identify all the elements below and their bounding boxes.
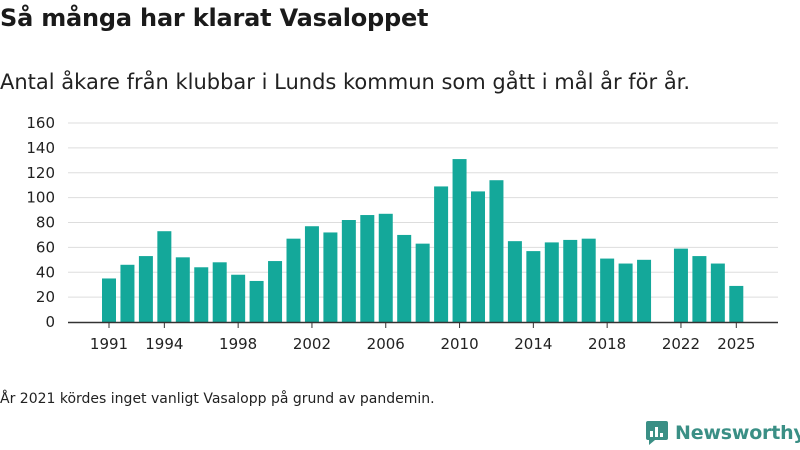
x-tick-label: 1991	[90, 335, 128, 353]
bar-2018	[600, 258, 615, 322]
bar-2014	[526, 251, 541, 322]
bar-1998	[231, 274, 246, 322]
x-tick-label: 2018	[588, 335, 626, 353]
newsworthy-icon	[646, 421, 668, 445]
bar-2009	[434, 186, 449, 322]
bar-2007	[397, 234, 412, 322]
bar-2022	[673, 248, 688, 322]
bar-1996	[194, 267, 209, 322]
bar-2016	[563, 239, 578, 322]
bar-2000	[268, 261, 283, 322]
bar-2013	[507, 241, 522, 322]
bar-2019	[618, 263, 633, 322]
brand-name: Newsworthy	[675, 422, 800, 444]
chart-subtitle: Antal åkare från klubbar i Lunds kommun …	[0, 70, 691, 94]
bar-2004	[341, 220, 356, 322]
bar-2015	[544, 242, 559, 322]
x-axis-labels: 1991 1994 1998 2002 2006 2010 2014 2018 2022 2025	[90, 322, 755, 353]
bar-2024	[710, 263, 725, 322]
chart-title: Så många har klarat Vasaloppet	[0, 4, 429, 32]
bar-1999	[249, 280, 264, 322]
y-tick-label: 160	[26, 114, 55, 132]
y-tick-label: 20	[36, 288, 55, 306]
x-tick-label: 1994	[145, 335, 183, 353]
bars	[102, 159, 744, 322]
footnote: År 2021 kördes inget vanligt Vasalopp på…	[0, 391, 435, 407]
y-tick-label: 80	[36, 214, 55, 232]
y-axis-labels: 0 20 40 60 80 100 120 140 160	[26, 114, 55, 331]
bar-2020	[637, 259, 652, 322]
bar-1994	[157, 231, 172, 322]
bar-2011	[471, 191, 485, 322]
bar-2006	[378, 213, 393, 322]
bar-2023	[692, 256, 707, 322]
x-tick-label: 2002	[293, 335, 331, 353]
x-tick-label: 1998	[219, 335, 257, 353]
bar-1997	[212, 262, 227, 322]
bar-1993	[138, 256, 153, 322]
y-tick-label: 140	[26, 139, 55, 157]
x-tick-label: 2006	[367, 335, 405, 353]
bar-2002	[304, 226, 319, 322]
x-tick-label: 2025	[717, 335, 755, 353]
x-tick-label: 2010	[440, 335, 478, 353]
bar-2025	[729, 285, 744, 322]
x-tick-label: 2014	[514, 335, 552, 353]
bar-2017	[581, 238, 596, 322]
bar-2010	[452, 159, 467, 322]
x-tick-label: 2022	[662, 335, 700, 353]
newsworthy-logo: Newsworthy	[645, 419, 800, 447]
y-tick-label: 120	[26, 164, 55, 182]
bar-2012	[489, 180, 504, 322]
y-tick-label: 100	[26, 189, 55, 207]
y-tick-label: 0	[45, 313, 55, 331]
bar-chart: 0 20 40 60 80 100 120 140 160 1991 1994 1998 2002 20…	[26, 114, 778, 353]
bar-1995	[175, 257, 190, 322]
bar-2001	[286, 238, 301, 322]
bar-2003	[323, 232, 338, 322]
bar-1992	[120, 264, 135, 322]
bar-2008	[415, 243, 430, 322]
bar-1991	[102, 278, 116, 322]
y-tick-label: 60	[36, 238, 55, 256]
y-tick-label: 40	[36, 263, 55, 281]
bar-2005	[360, 215, 375, 322]
